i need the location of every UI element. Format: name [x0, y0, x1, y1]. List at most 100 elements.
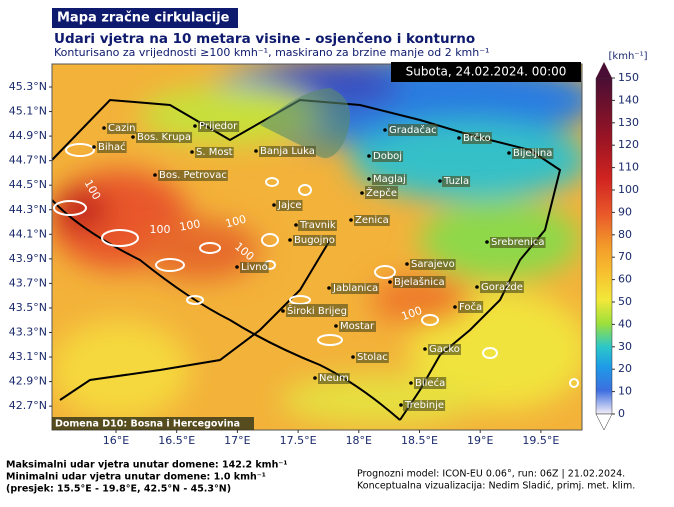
- city-label: Široki Brijeg: [287, 304, 347, 317]
- city-label: Neum: [319, 373, 349, 384]
- wind-field: [52, 64, 582, 430]
- contour: [199, 242, 221, 254]
- city-dot: [367, 177, 371, 181]
- city-label-box: [286, 304, 348, 317]
- city-dot: [423, 347, 427, 351]
- city-dot: [485, 240, 489, 244]
- city-label: Bos. Petrovac: [159, 170, 227, 181]
- colorbar-tick-label: 40: [618, 317, 632, 330]
- lat-tick-label: 45.1°N: [9, 105, 47, 118]
- lat-tick-label: 43.1°N: [9, 350, 47, 363]
- city-label: Bileća: [415, 377, 445, 389]
- city-dot: [235, 265, 239, 269]
- lon-tick-label: 17.5°E: [280, 434, 317, 447]
- contour: [261, 233, 279, 247]
- colorbar-tick-label: 130: [618, 116, 639, 129]
- lon-tick-label: 16°E: [103, 434, 129, 447]
- city-label-box: [388, 124, 438, 136]
- city-dot: [102, 126, 106, 130]
- city-dot: [388, 280, 392, 284]
- city-label-box: [195, 147, 234, 158]
- city-label: Gradačac: [389, 124, 437, 136]
- footer-left: (presjek: 15.5°E - 19.8°E, 42.5°N - 45.3…: [6, 484, 231, 495]
- city-dot: [272, 203, 276, 207]
- lon-tick-label: 19°E: [467, 434, 493, 447]
- note: Konturisano za vrijednosti ≥100 kmh⁻¹, m…: [54, 46, 489, 59]
- city-dot: [367, 154, 371, 158]
- city-label: Bos. Krupa: [137, 132, 191, 143]
- city-label: Žepče: [366, 186, 397, 199]
- city-label-box: [298, 220, 337, 231]
- city-dot: [193, 124, 197, 128]
- date: Subota, 24.02.2024. 00:00: [406, 65, 567, 79]
- city-label: Bjelašnica: [394, 276, 445, 288]
- contour: [186, 295, 204, 305]
- lat-tick-label: 43.9°N: [9, 252, 47, 265]
- colorbar-min-arrow: [595, 413, 613, 431]
- colorbar-tick-label: 0: [618, 407, 625, 420]
- footer-right: Prognozni model: ICON-EU 0.06°, run: 06Z…: [357, 469, 625, 480]
- city-dot: [383, 128, 387, 132]
- city-label-box: [458, 301, 484, 313]
- city-label-box: [480, 281, 524, 293]
- colorbar-tick-label: 140: [618, 93, 639, 106]
- lat-tick-label: 43.7°N: [9, 276, 47, 289]
- city-label-box: [414, 377, 447, 389]
- contour: [374, 265, 396, 279]
- city-label: Mostar: [340, 321, 375, 332]
- city-label-box: [442, 176, 471, 187]
- lat-tick-label: 44.5°N: [9, 178, 47, 191]
- city-label-box: [259, 146, 316, 157]
- city-label-box: [276, 200, 303, 211]
- colorbar-tick-label: 30: [618, 340, 632, 353]
- city-dot: [507, 151, 511, 155]
- city-label-box: [372, 151, 404, 162]
- city-label-box: [293, 235, 336, 246]
- colorbar-unit: [kmh⁻¹]: [609, 51, 648, 62]
- city-dot: [327, 286, 331, 290]
- city-dot: [405, 262, 409, 266]
- contour: [317, 334, 343, 346]
- city-label: Prijedor: [199, 121, 238, 132]
- contour: [265, 177, 279, 187]
- city-dot: [92, 145, 96, 149]
- city-label-box: [97, 141, 127, 153]
- city-label: Stolac: [357, 352, 388, 363]
- city-label-box: [354, 215, 390, 226]
- city-label: Bihać: [98, 141, 126, 153]
- contour-label: 100: [178, 217, 201, 233]
- lon-tick-label: 18.5°E: [401, 434, 438, 447]
- city-dot: [360, 191, 364, 195]
- city-label-box: [512, 148, 554, 159]
- city-label: Sarajevo: [411, 259, 455, 270]
- footer-left: Maksimalni udar vjetra unutar domene: 14…: [6, 460, 288, 471]
- city-label-box: [198, 121, 240, 132]
- city-label-box: [365, 186, 399, 199]
- city-dot: [349, 218, 353, 222]
- city-label-box: [356, 352, 389, 363]
- colorbar-tick-label: 90: [618, 205, 632, 218]
- city-label: Bijeljina: [513, 148, 552, 159]
- city-label-box: [393, 276, 446, 288]
- city-dot: [457, 136, 461, 140]
- contour-label: 100: [150, 223, 171, 236]
- lon-tick-label: 18°E: [346, 434, 372, 447]
- city-dot: [453, 305, 457, 309]
- lat-tick-label: 44.7°N: [9, 154, 47, 167]
- city-dot: [351, 355, 355, 359]
- city-label: Srebrenica: [491, 237, 545, 248]
- contour: [421, 314, 439, 326]
- city-label: Livno: [241, 262, 268, 273]
- title-box: [52, 8, 238, 28]
- city-label-box: [490, 237, 546, 248]
- city-label: Banja Luka: [260, 146, 315, 157]
- city-label-box: [403, 400, 446, 411]
- city-label: Jajce: [277, 200, 302, 211]
- contour: [65, 143, 95, 157]
- city-label: Foča: [459, 301, 482, 313]
- city-label: Trebinje: [404, 400, 444, 411]
- date-box: [391, 62, 581, 82]
- city-label-box: [339, 321, 377, 332]
- contour: [101, 229, 139, 247]
